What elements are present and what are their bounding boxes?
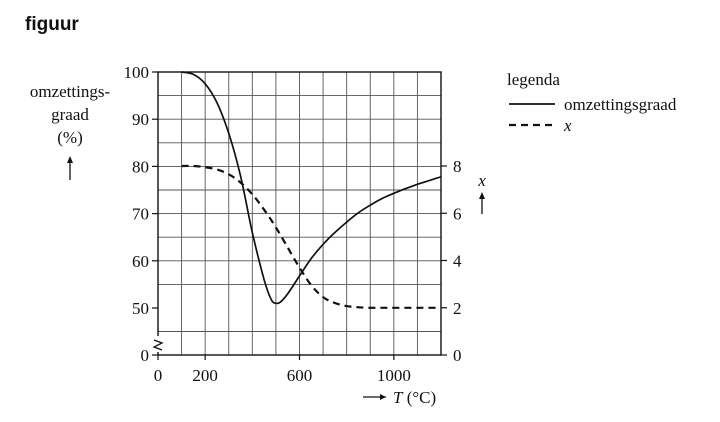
x-tick-label: 0 — [154, 366, 163, 385]
x-arrowhead-icon — [380, 394, 386, 400]
y-left-axis-label-line: graad — [51, 105, 89, 124]
y-left-axis-label-line: omzettings- — [30, 82, 111, 101]
axis-break-mask — [153, 336, 163, 352]
y-left-tick-label: 80 — [132, 157, 149, 176]
y-right-tick-label: 2 — [453, 299, 462, 318]
series-line-omzettingsgraad — [181, 71, 442, 305]
grid — [158, 72, 441, 355]
legend-title: legenda — [507, 70, 560, 89]
series-line-x — [181, 164, 441, 309]
y-right-tick-label: 4 — [453, 252, 462, 271]
y-left-tick-label: 0 — [141, 346, 150, 365]
y-right-axis-label: x — [477, 171, 486, 190]
figure-title: figuur — [25, 14, 79, 35]
y-left-tick-label: 90 — [132, 110, 149, 129]
y-left-tick-label: 70 — [132, 205, 149, 224]
y-right-tick-label: 0 — [453, 346, 462, 365]
y-right-arrowhead-icon — [479, 192, 485, 199]
x-tick-label: 600 — [287, 366, 313, 385]
y-left-tick-label: 60 — [132, 252, 149, 271]
x-tick-label: 200 — [192, 366, 218, 385]
x-axis-label: T (°C) — [393, 388, 436, 407]
legend-label: omzettingsgraad — [564, 95, 677, 114]
y-left-tick-label: 100 — [124, 63, 150, 82]
legend-label: x — [563, 116, 572, 135]
y-left-tick-label: 50 — [132, 299, 149, 318]
y-left-axis-label-line: (%) — [57, 128, 82, 147]
y-right-tick-label: 8 — [453, 157, 462, 176]
x-tick-label: 1000 — [377, 366, 411, 385]
axis-break-icon — [152, 339, 164, 351]
y-right-tick-label: 6 — [453, 204, 462, 223]
y-left-arrowhead-icon — [67, 156, 73, 163]
